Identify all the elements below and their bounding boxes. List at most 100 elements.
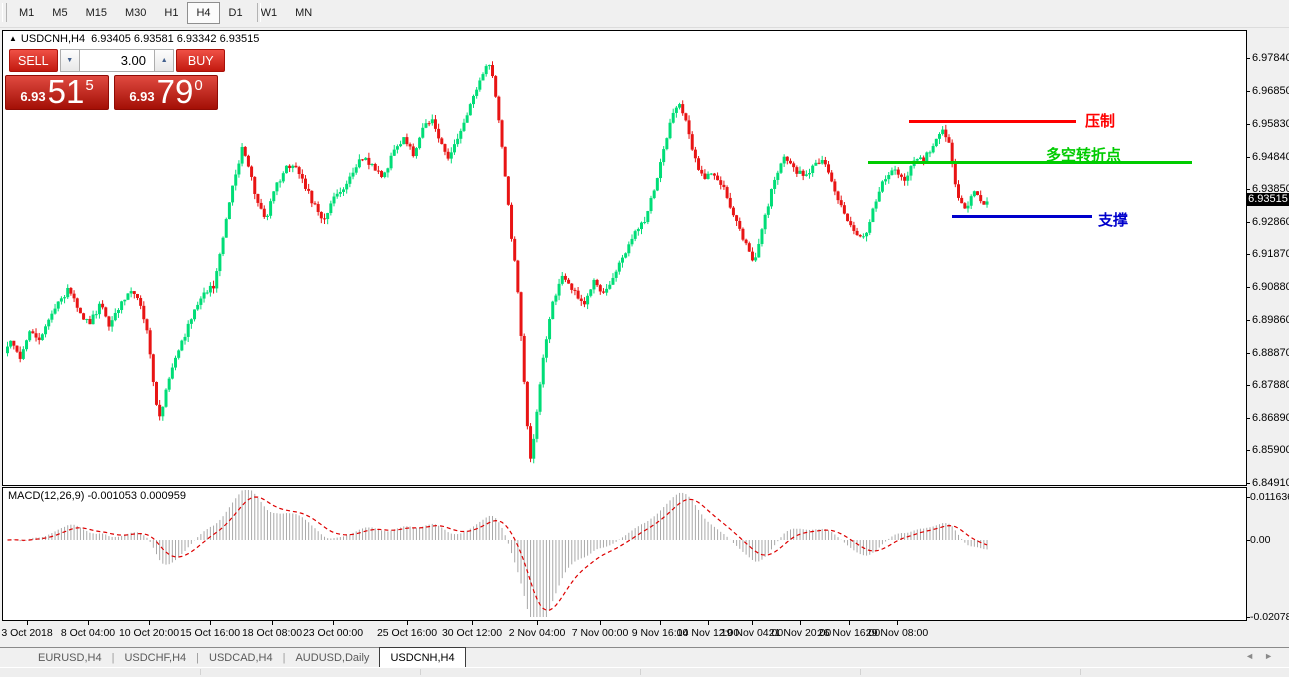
chart-tab-audusd[interactable]: AUDUSD,Daily (295, 652, 370, 664)
time-tick-label: 21 Nov 20:00 (768, 627, 832, 639)
price-tick (1246, 156, 1250, 158)
time-tick (333, 620, 334, 625)
tab-separator: | (282, 652, 286, 664)
price-tick-label: 6.85900 (1252, 444, 1289, 457)
volume-input[interactable]: 3.00 (80, 49, 155, 72)
timeframe-button-h4[interactable]: H4 (187, 2, 220, 24)
price-tick-label: 6.90880 (1252, 280, 1289, 293)
chart-tab-eurusd[interactable]: EURUSD,H4 (38, 652, 102, 664)
annotation-hline[interactable] (868, 161, 1192, 164)
sell-button[interactable]: SELL (9, 49, 58, 72)
price-tick (1246, 90, 1250, 92)
time-tick (472, 620, 473, 625)
timeframe-button-m1[interactable]: M1 (19, 7, 35, 19)
chart-tab-usdcnh[interactable]: USDCNH,H4 (379, 646, 466, 668)
tab-scroll-right-icon[interactable]: ► (1264, 651, 1283, 661)
time-tick (27, 620, 28, 625)
buy-price-prefix: 6.93 (129, 89, 155, 104)
time-tick (849, 620, 850, 625)
macd-label: MACD(12,26,9) -0.001053 0.000959 (8, 490, 186, 502)
macd-indicator-area[interactable] (2, 487, 1247, 621)
time-tick (537, 620, 538, 625)
macd-canvas[interactable] (3, 488, 1245, 619)
macd-tick (1246, 617, 1250, 618)
macd-tick-label: -0.020788 (1250, 611, 1289, 623)
timeframe-button-h1[interactable]: H1 (164, 7, 179, 19)
status-bar-segment (0, 669, 641, 675)
time-tick-label: 10 Oct 20:00 (118, 627, 180, 639)
time-tick (708, 620, 709, 625)
toolbar-grip[interactable] (2, 3, 7, 22)
macd-tick (1246, 540, 1250, 541)
volume-step-down-button[interactable]: ▼ (59, 49, 80, 72)
time-tick-label: 14 Nov 12:00 (676, 627, 740, 639)
macd-tick (1246, 497, 1250, 498)
time-tick-label: 30 Oct 12:00 (441, 627, 503, 639)
current-price-tag: 6.93515 (1247, 193, 1289, 206)
chart-ohlc-values: 6.93405 6.93581 6.93342 6.93515 (91, 33, 260, 45)
chart-tabs: EURUSD,H4 | USDCHF,H4 | USDCAD,H4 | AUDUSD,Dai… (28, 646, 466, 668)
chart-symbol: USDCNH,H4 (20, 33, 86, 45)
sell-price-box[interactable]: 6.93 51 5 (5, 75, 109, 110)
annotation-hline[interactable] (909, 120, 1076, 123)
status-bar-segment (0, 669, 421, 675)
price-tick-label: 6.97840 (1252, 52, 1289, 64)
macd-value-2: 0.000959 (140, 490, 186, 502)
price-tick (1246, 352, 1250, 354)
timeframe-button-m5[interactable]: M5 (52, 7, 68, 19)
sell-price-prefix: 6.93 (20, 89, 46, 104)
time-tick-label: 15 Oct 16:00 (179, 627, 241, 639)
timeframe-buttons: M1 M5 M15 M30 H1 H4 D1 W1 MN (10, 2, 321, 24)
annotation-hline[interactable] (952, 215, 1092, 218)
price-tick (1246, 124, 1250, 126)
sell-price-big: 51 (47, 73, 85, 110)
price-tick (1246, 483, 1250, 484)
timeframe-button-w1[interactable]: W1 (260, 7, 278, 19)
timeframe-button-mn[interactable]: MN (295, 7, 313, 19)
price-tick-label: 6.93850 (1252, 183, 1289, 196)
sell-price-sup: 5 (85, 77, 94, 94)
volume-step-up-button[interactable]: ▲ (154, 49, 175, 72)
macd-value-1: -0.001053 (87, 490, 138, 502)
buy-button[interactable]: BUY (176, 49, 226, 72)
price-tick-label: 6.96850 (1252, 84, 1289, 97)
time-tick-label: 7 Nov 00:00 (571, 627, 629, 639)
timeframe-toolbar: M1 M5 M15 M30 H1 H4 D1 W1 MN (0, 0, 1289, 28)
price-tick-label: 6.89860 (1252, 314, 1289, 327)
time-tick (600, 620, 601, 625)
collapse-triangle-icon[interactable]: ▲ (9, 34, 17, 43)
tab-scroll-left-icon[interactable]: ◄ (1245, 651, 1265, 661)
time-tick-label: 25 Oct 16:00 (376, 627, 438, 639)
chart-tab-usdcad[interactable]: USDCAD,H4 (209, 652, 273, 664)
price-tick (1246, 189, 1250, 191)
chart-tab-bar: EURUSD,H4 | USDCHF,H4 | USDCAD,H4 | AUDUSD,Dai… (0, 646, 1289, 668)
price-tick-label: 6.88870 (1252, 346, 1289, 359)
time-tick (752, 620, 753, 625)
buy-price-big: 79 (156, 73, 194, 110)
time-tick (800, 620, 801, 625)
timeframe-button-d1[interactable]: D1 (228, 7, 243, 19)
price-tick-label: 6.87880 (1252, 379, 1289, 392)
time-tick-label: 19 Nov 04:00 (720, 627, 784, 639)
annotation-label: 支撑 (1098, 212, 1129, 229)
time-tick-label: 9 Nov 16:00 (631, 627, 689, 639)
chart-tab-usdchf[interactable]: USDCHF,H4 (124, 652, 187, 664)
time-tick (88, 620, 89, 625)
time-tick (149, 620, 150, 625)
timeframe-button-m15[interactable]: M15 (85, 7, 107, 19)
time-tick (897, 620, 898, 625)
price-tick-label: 6.84910 (1252, 477, 1289, 489)
buy-price-box[interactable]: 6.93 79 0 (114, 75, 218, 110)
annotation-label: 多空转折点 (1046, 147, 1122, 164)
candlestick-canvas[interactable] (3, 31, 1245, 484)
time-tick (407, 620, 408, 625)
timeframe-button-m30[interactable]: M30 (124, 7, 147, 19)
price-tick (1246, 254, 1250, 256)
macd-tick-label: 0.011636 (1250, 491, 1289, 503)
macd-tick-label: 0.00 (1250, 534, 1271, 546)
time-tick-label: 2 Nov 04:00 (508, 627, 566, 639)
price-tick (1246, 417, 1250, 419)
time-tick-label: 23 Oct 00:00 (302, 627, 364, 639)
price-tick (1246, 58, 1250, 59)
one-click-trade-panel: SELL ▼ 3.00 ▲ BUY 6.93 51 5 6.93 79 0 (5, 49, 226, 110)
